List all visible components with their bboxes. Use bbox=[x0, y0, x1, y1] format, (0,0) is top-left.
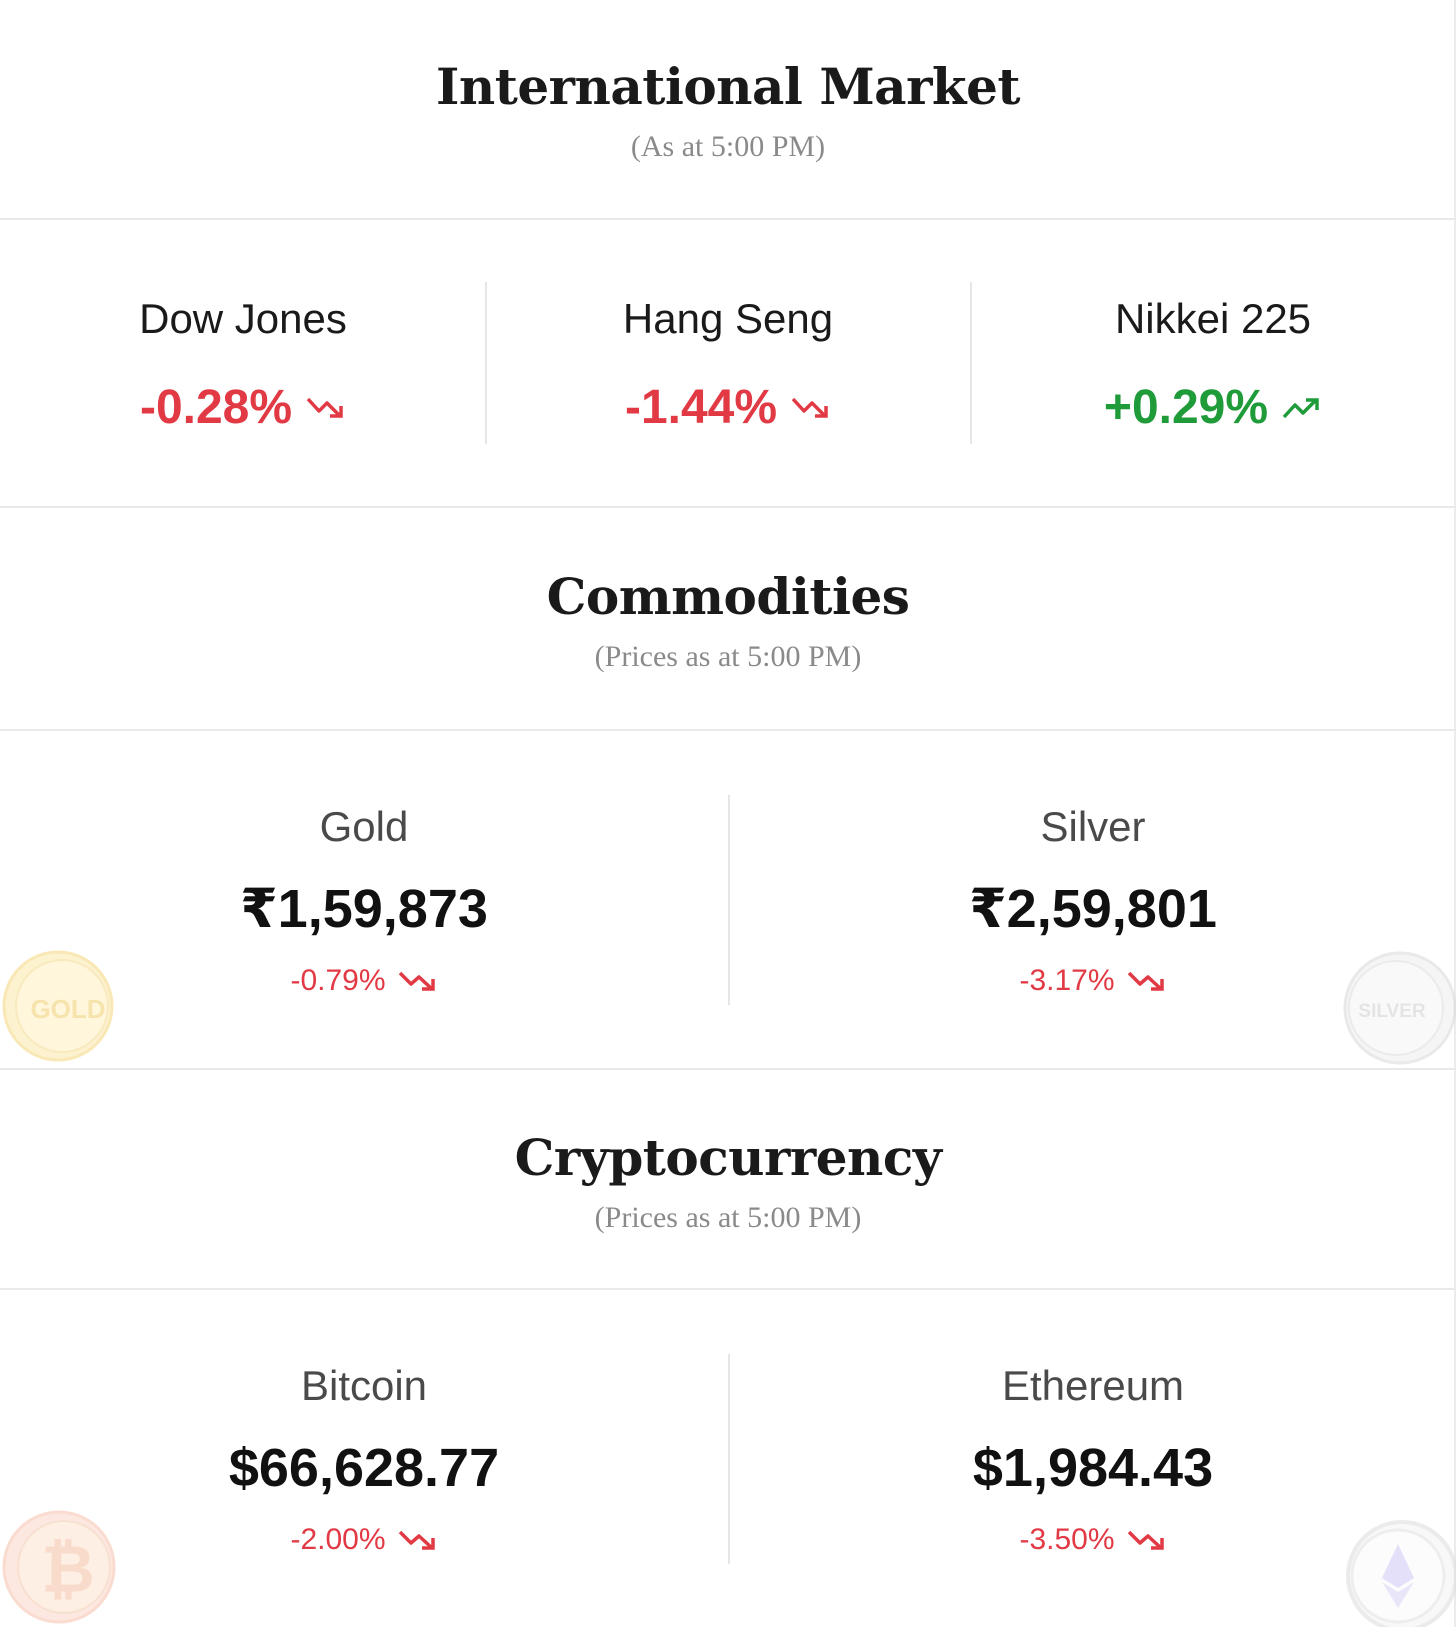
asset-change-value: -3.17% bbox=[1019, 964, 1115, 997]
trend-down-icon bbox=[398, 969, 438, 993]
index-nikkei-225[interactable]: Nikkei 225 +0.29% bbox=[970, 298, 1456, 432]
asset-name: Bitcoin bbox=[300, 1362, 428, 1409]
commodities-header: Commodities (Prices as at 5:00 PM) bbox=[0, 572, 1456, 672]
asset-price: ₹2,59,801 bbox=[969, 879, 1217, 939]
asset-change-value: -2.00% bbox=[290, 1523, 386, 1556]
column-divider bbox=[485, 282, 487, 444]
asset-name: Gold bbox=[319, 803, 409, 850]
asset-change-value: -0.79% bbox=[290, 964, 386, 997]
cryptocurrency-header: Cryptocurrency (Prices as at 5:00 PM) bbox=[0, 1133, 1456, 1233]
gold-coin-icon: GOLD bbox=[2, 950, 114, 1062]
asset-price: $1,984.43 bbox=[972, 1438, 1214, 1498]
divider bbox=[0, 1068, 1456, 1070]
divider bbox=[0, 506, 1456, 508]
trend-down-icon bbox=[306, 395, 346, 421]
column-divider bbox=[728, 1354, 730, 1564]
bitcoin-icon: ₿ bbox=[2, 1510, 116, 1624]
crypto-bitcoin[interactable]: Bitcoin $66,628.77 -2.00% bbox=[0, 1365, 728, 1555]
index-change: -0.28% bbox=[140, 384, 346, 432]
section-subtitle: (Prices as at 5:00 PM) bbox=[594, 640, 862, 673]
asset-change: -0.79% bbox=[290, 966, 437, 996]
svg-text:GOLD: GOLD bbox=[30, 994, 105, 1024]
international-market-header: International Market (As at 5:00 PM) bbox=[0, 62, 1456, 162]
asset-price: ₹1,59,873 bbox=[240, 879, 488, 939]
index-change: +0.29% bbox=[1104, 384, 1322, 432]
svg-text:SILVER: SILVER bbox=[1358, 1001, 1425, 1022]
svg-text:₿: ₿ bbox=[41, 1532, 95, 1606]
trend-up-icon bbox=[1282, 395, 1322, 421]
column-divider bbox=[970, 282, 972, 444]
commodity-gold[interactable]: Gold ₹1,59,873 -0.79% bbox=[0, 806, 728, 996]
index-change-value: -0.28% bbox=[139, 381, 293, 434]
section-subtitle: (Prices as at 5:00 PM) bbox=[594, 1201, 862, 1234]
index-hang-seng[interactable]: Hang Seng -1.44% bbox=[486, 298, 970, 432]
asset-name: Ethereum bbox=[1001, 1362, 1185, 1409]
silver-coin-icon: SILVER bbox=[1340, 950, 1456, 1066]
trend-down-icon bbox=[398, 1528, 438, 1552]
section-title: International Market bbox=[436, 57, 1020, 116]
section-subtitle: (As at 5:00 PM) bbox=[630, 130, 826, 163]
divider bbox=[0, 218, 1456, 220]
index-name: Nikkei 225 bbox=[1114, 295, 1312, 342]
trend-down-icon bbox=[791, 395, 831, 421]
asset-name: Silver bbox=[1040, 803, 1146, 850]
column-divider bbox=[728, 795, 730, 1005]
asset-price: $66,628.77 bbox=[228, 1438, 500, 1498]
ethereum-icon bbox=[1342, 1516, 1456, 1632]
crypto-ethereum[interactable]: Ethereum $1,984.43 -3.50% bbox=[730, 1365, 1456, 1555]
index-change: -1.44% bbox=[625, 384, 831, 432]
asset-change: -2.00% bbox=[290, 1525, 437, 1555]
index-name: Hang Seng bbox=[622, 295, 834, 342]
trend-down-icon bbox=[1127, 969, 1167, 993]
asset-change: -3.50% bbox=[1019, 1525, 1166, 1555]
index-name: Dow Jones bbox=[139, 295, 347, 342]
index-dow-jones[interactable]: Dow Jones -0.28% bbox=[0, 298, 486, 432]
divider bbox=[0, 729, 1456, 731]
index-change-value: -1.44% bbox=[624, 381, 778, 434]
asset-change: -3.17% bbox=[1019, 966, 1166, 996]
asset-change-value: -3.50% bbox=[1019, 1523, 1115, 1556]
divider bbox=[0, 1288, 1456, 1290]
trend-down-icon bbox=[1127, 1528, 1167, 1552]
commodity-silver[interactable]: Silver ₹2,59,801 -3.17% bbox=[730, 806, 1456, 996]
index-change-value: +0.29% bbox=[1103, 381, 1269, 434]
section-title: Cryptocurrency bbox=[514, 1128, 942, 1187]
section-title: Commodities bbox=[546, 567, 910, 626]
